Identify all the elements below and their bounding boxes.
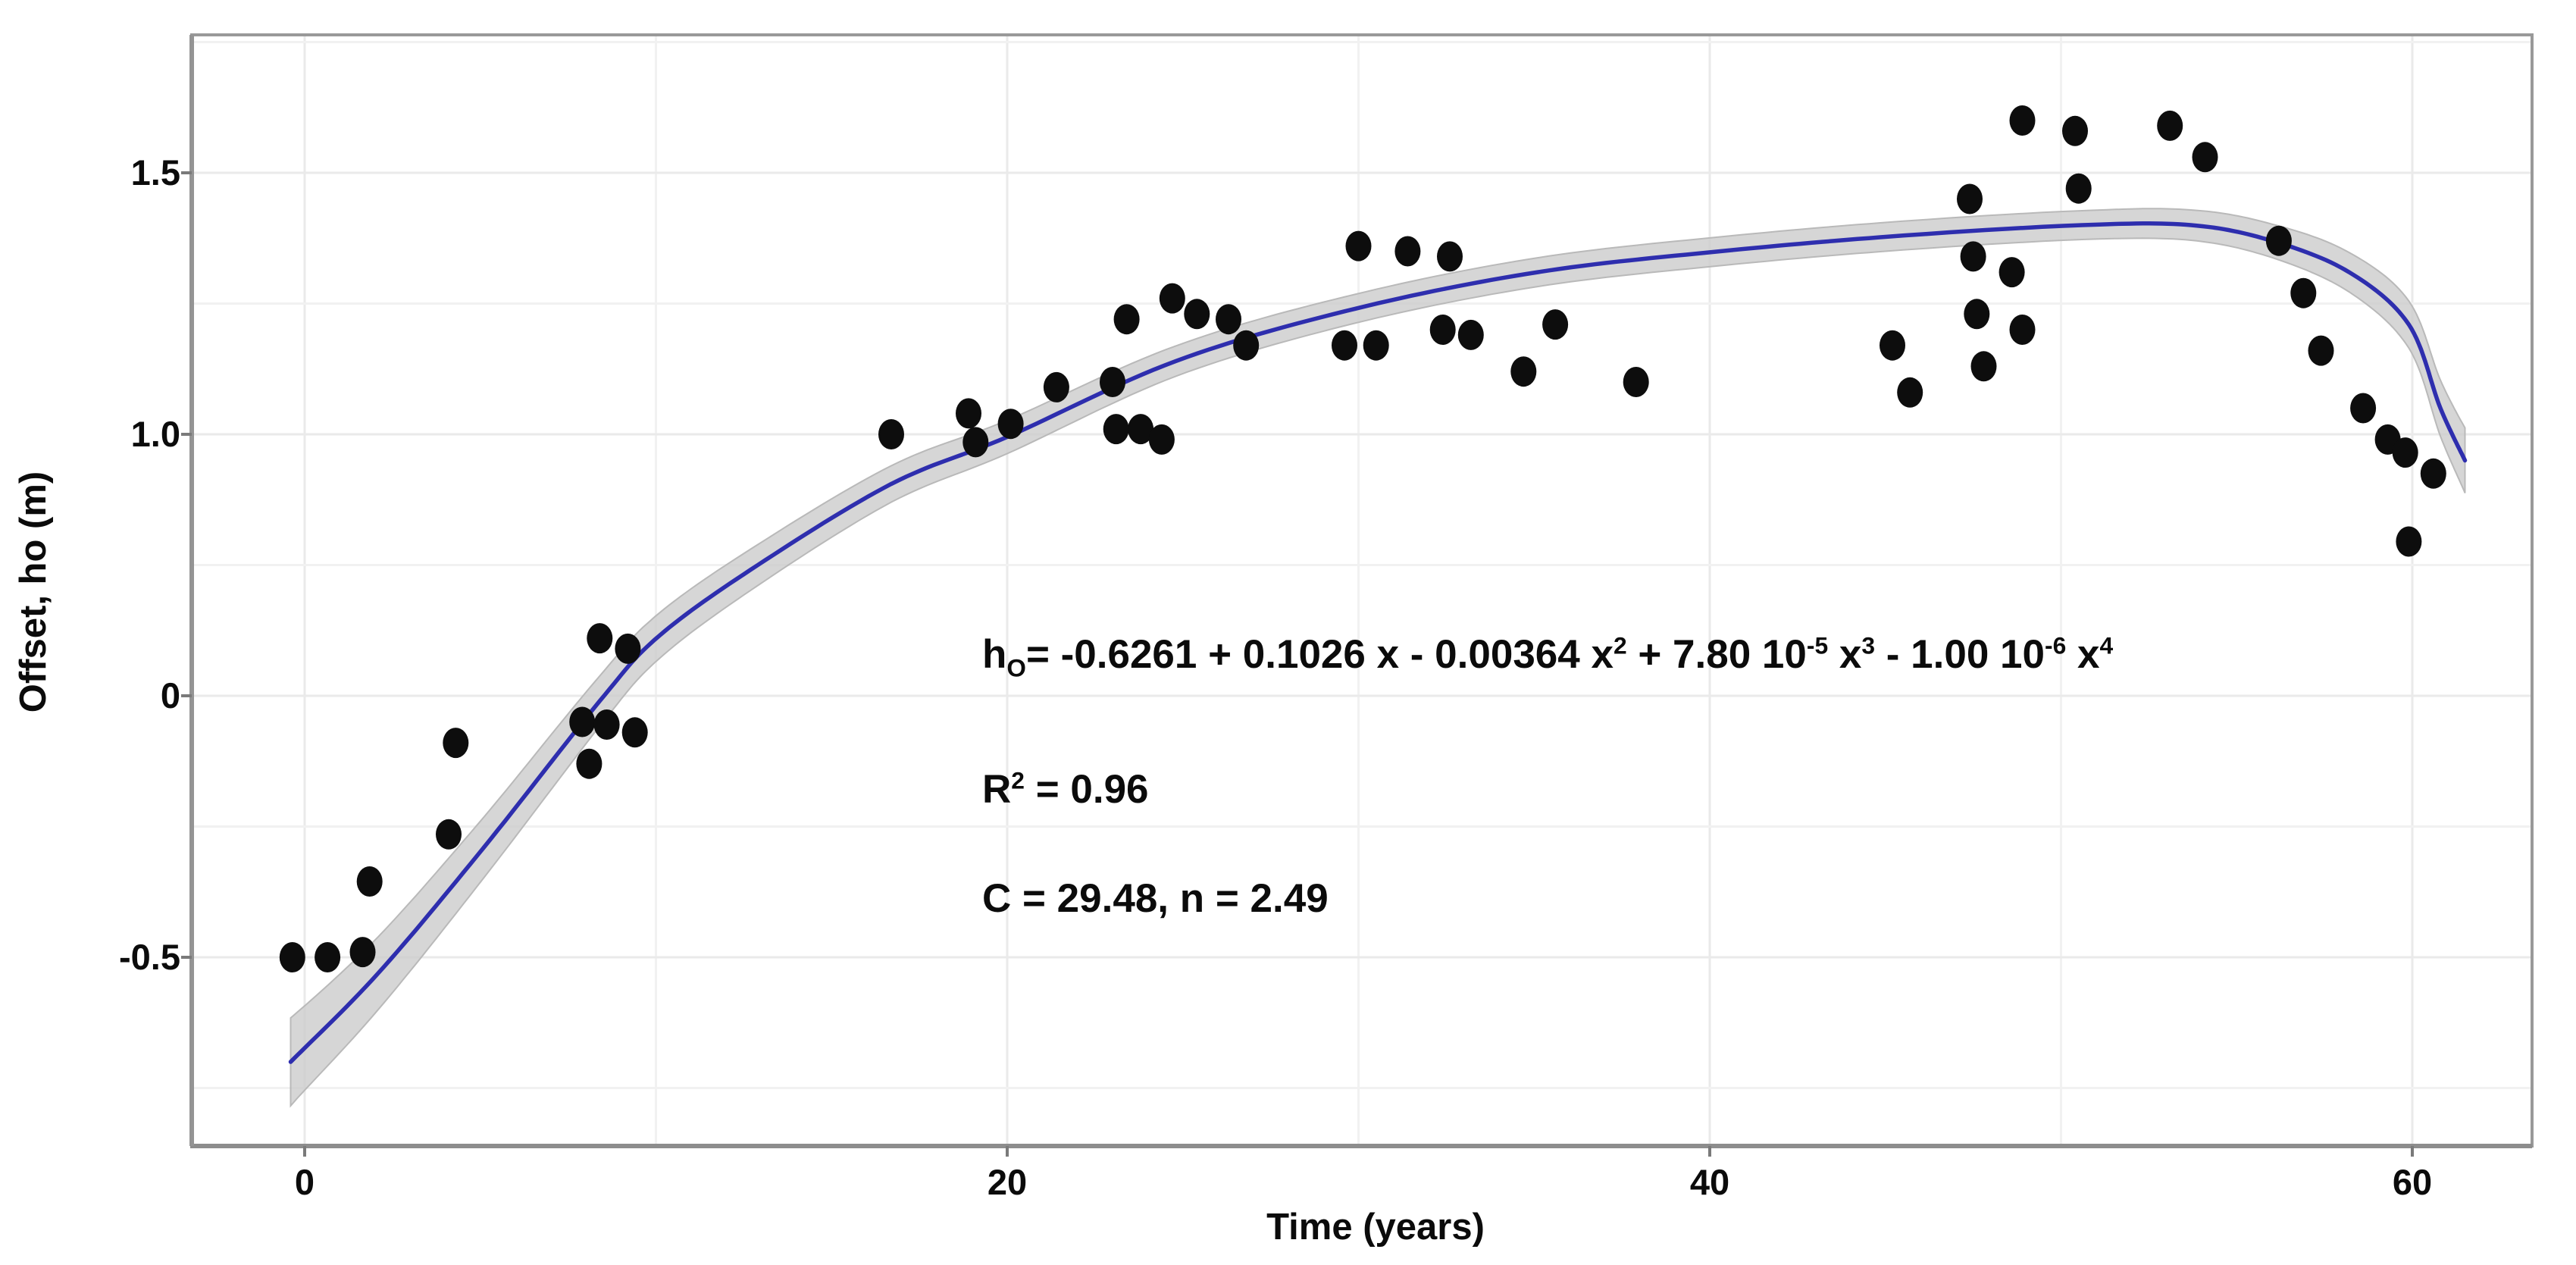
data-point xyxy=(1542,309,1569,340)
y-tick-label: -0.5 xyxy=(119,937,180,977)
data-point xyxy=(1964,299,1990,330)
y-tick-label: 0 xyxy=(160,675,180,715)
data-point xyxy=(2290,277,2317,308)
data-point xyxy=(956,398,981,429)
data-point xyxy=(2308,335,2334,366)
data-point xyxy=(443,728,469,759)
data-point xyxy=(1960,241,1986,272)
data-point xyxy=(2396,526,2422,557)
data-point xyxy=(878,419,904,449)
r-squared: R2 = 0.96 xyxy=(982,766,1149,812)
x-tick-label: 40 xyxy=(1689,1162,1730,1202)
x-tick-label: 60 xyxy=(2392,1162,2433,1202)
data-point xyxy=(2009,315,2036,345)
fit-equation: hO= -0.6261 + 0.1026 x - 0.00364 x2 + 7.… xyxy=(982,631,2114,682)
data-point xyxy=(569,706,596,737)
data-point xyxy=(1148,424,1175,455)
data-point xyxy=(1999,257,2025,288)
data-point xyxy=(1623,367,1649,397)
data-point xyxy=(1897,377,1923,408)
c-n-values: C = 29.48, n = 2.49 xyxy=(982,876,1329,921)
confidence-band xyxy=(290,208,2466,1108)
data-point xyxy=(2392,437,2418,468)
data-point xyxy=(997,409,1024,440)
fit-line xyxy=(288,221,2468,1064)
data-point xyxy=(1113,304,1140,335)
data-point xyxy=(1970,351,1997,382)
data-point xyxy=(1880,330,1905,361)
data-point xyxy=(315,942,341,972)
data-point xyxy=(962,427,989,458)
data-point xyxy=(1957,183,1983,214)
data-point xyxy=(2192,142,2218,173)
y-tick-label: 1.5 xyxy=(130,152,180,193)
plot-border xyxy=(190,33,2534,1148)
data-point xyxy=(1100,367,1125,397)
data-point xyxy=(2420,458,2446,489)
data-point xyxy=(2062,115,2088,146)
data-point xyxy=(1457,319,1484,350)
data-point xyxy=(2157,110,2183,141)
data-point xyxy=(1363,330,1389,361)
data-point xyxy=(621,717,648,748)
data-point xyxy=(1043,371,1069,402)
data-point xyxy=(436,819,462,850)
data-point xyxy=(1128,414,1154,445)
data-point xyxy=(1345,230,1372,261)
data-point xyxy=(1394,236,1421,267)
x-axis-title: Time (years) xyxy=(1266,1207,1485,1248)
data-point xyxy=(1216,304,1241,335)
y-tick-label: 1.0 xyxy=(130,414,180,454)
data-point xyxy=(1510,356,1537,387)
data-point xyxy=(587,623,613,654)
x-tick-label: 0 xyxy=(294,1162,315,1202)
data-point xyxy=(615,633,641,664)
data-point xyxy=(349,937,376,968)
data-point xyxy=(1184,299,1210,330)
data-point xyxy=(2350,393,2377,424)
data-point xyxy=(2265,225,2292,256)
data-point xyxy=(356,866,383,897)
data-point xyxy=(2009,105,2036,136)
data-point xyxy=(2065,173,2092,204)
data-point xyxy=(279,942,305,972)
data-point xyxy=(576,748,603,779)
x-tick-label: 20 xyxy=(987,1162,1028,1202)
data-point xyxy=(1103,414,1129,445)
data-point xyxy=(1233,330,1260,361)
data-point xyxy=(593,709,620,740)
data-point xyxy=(1332,330,1357,361)
data-point xyxy=(1437,241,1463,272)
data-point xyxy=(1159,283,1185,314)
data-point xyxy=(1429,315,1456,345)
